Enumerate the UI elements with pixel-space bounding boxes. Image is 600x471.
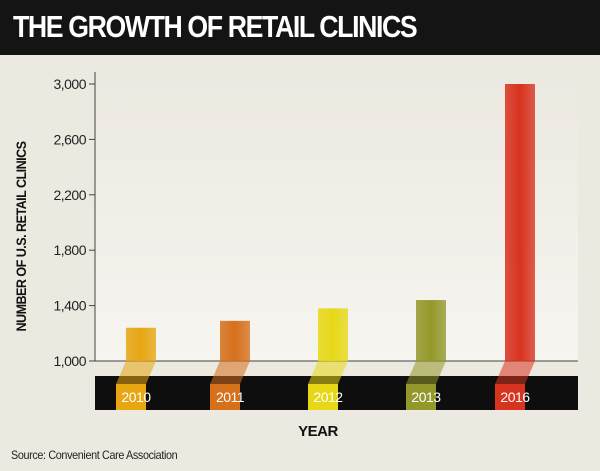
- x-tick-label: 2013: [411, 389, 441, 405]
- bar: [505, 84, 535, 361]
- bar-fold: [406, 361, 446, 384]
- y-tick-label: 3,000: [53, 76, 86, 92]
- x-tick-label: 2016: [500, 389, 530, 405]
- y-axis-title: NUMBER OF U.S. RETAIL CLINICS: [13, 141, 29, 332]
- bar-band-segment: [210, 384, 240, 410]
- x-tick-label: 2010: [121, 389, 151, 405]
- y-tick-label: 1,800: [53, 242, 86, 258]
- bar: [220, 320, 250, 361]
- bar: [126, 327, 156, 361]
- bar-band-segment: [116, 384, 146, 410]
- source-note: Source: Convenient Care Association: [11, 448, 178, 462]
- bar-band-segment: [308, 384, 338, 410]
- y-tick-label: 1,400: [53, 298, 86, 314]
- x-axis-title: YEAR: [298, 423, 338, 440]
- bar-fold: [308, 361, 348, 384]
- x-tick-label: 2011: [216, 389, 245, 405]
- title-bar: THE GROWTH OF RETAIL CLINICS: [0, 0, 600, 55]
- bar-fold: [210, 361, 250, 384]
- bar: [416, 300, 446, 361]
- x-tick-label: 2012: [313, 389, 343, 405]
- bar: [318, 308, 348, 361]
- bar-fold: [116, 361, 156, 384]
- y-tick-label: 1,000: [53, 353, 86, 369]
- chart-title: THE GROWTH OF RETAIL CLINICS: [13, 9, 418, 44]
- bar-fold: [495, 361, 535, 384]
- bar-band-segment: [406, 384, 436, 410]
- bar-band-segment: [495, 384, 525, 410]
- y-tick-label: 2,600: [53, 131, 86, 147]
- y-tick-label: 2,200: [53, 187, 86, 203]
